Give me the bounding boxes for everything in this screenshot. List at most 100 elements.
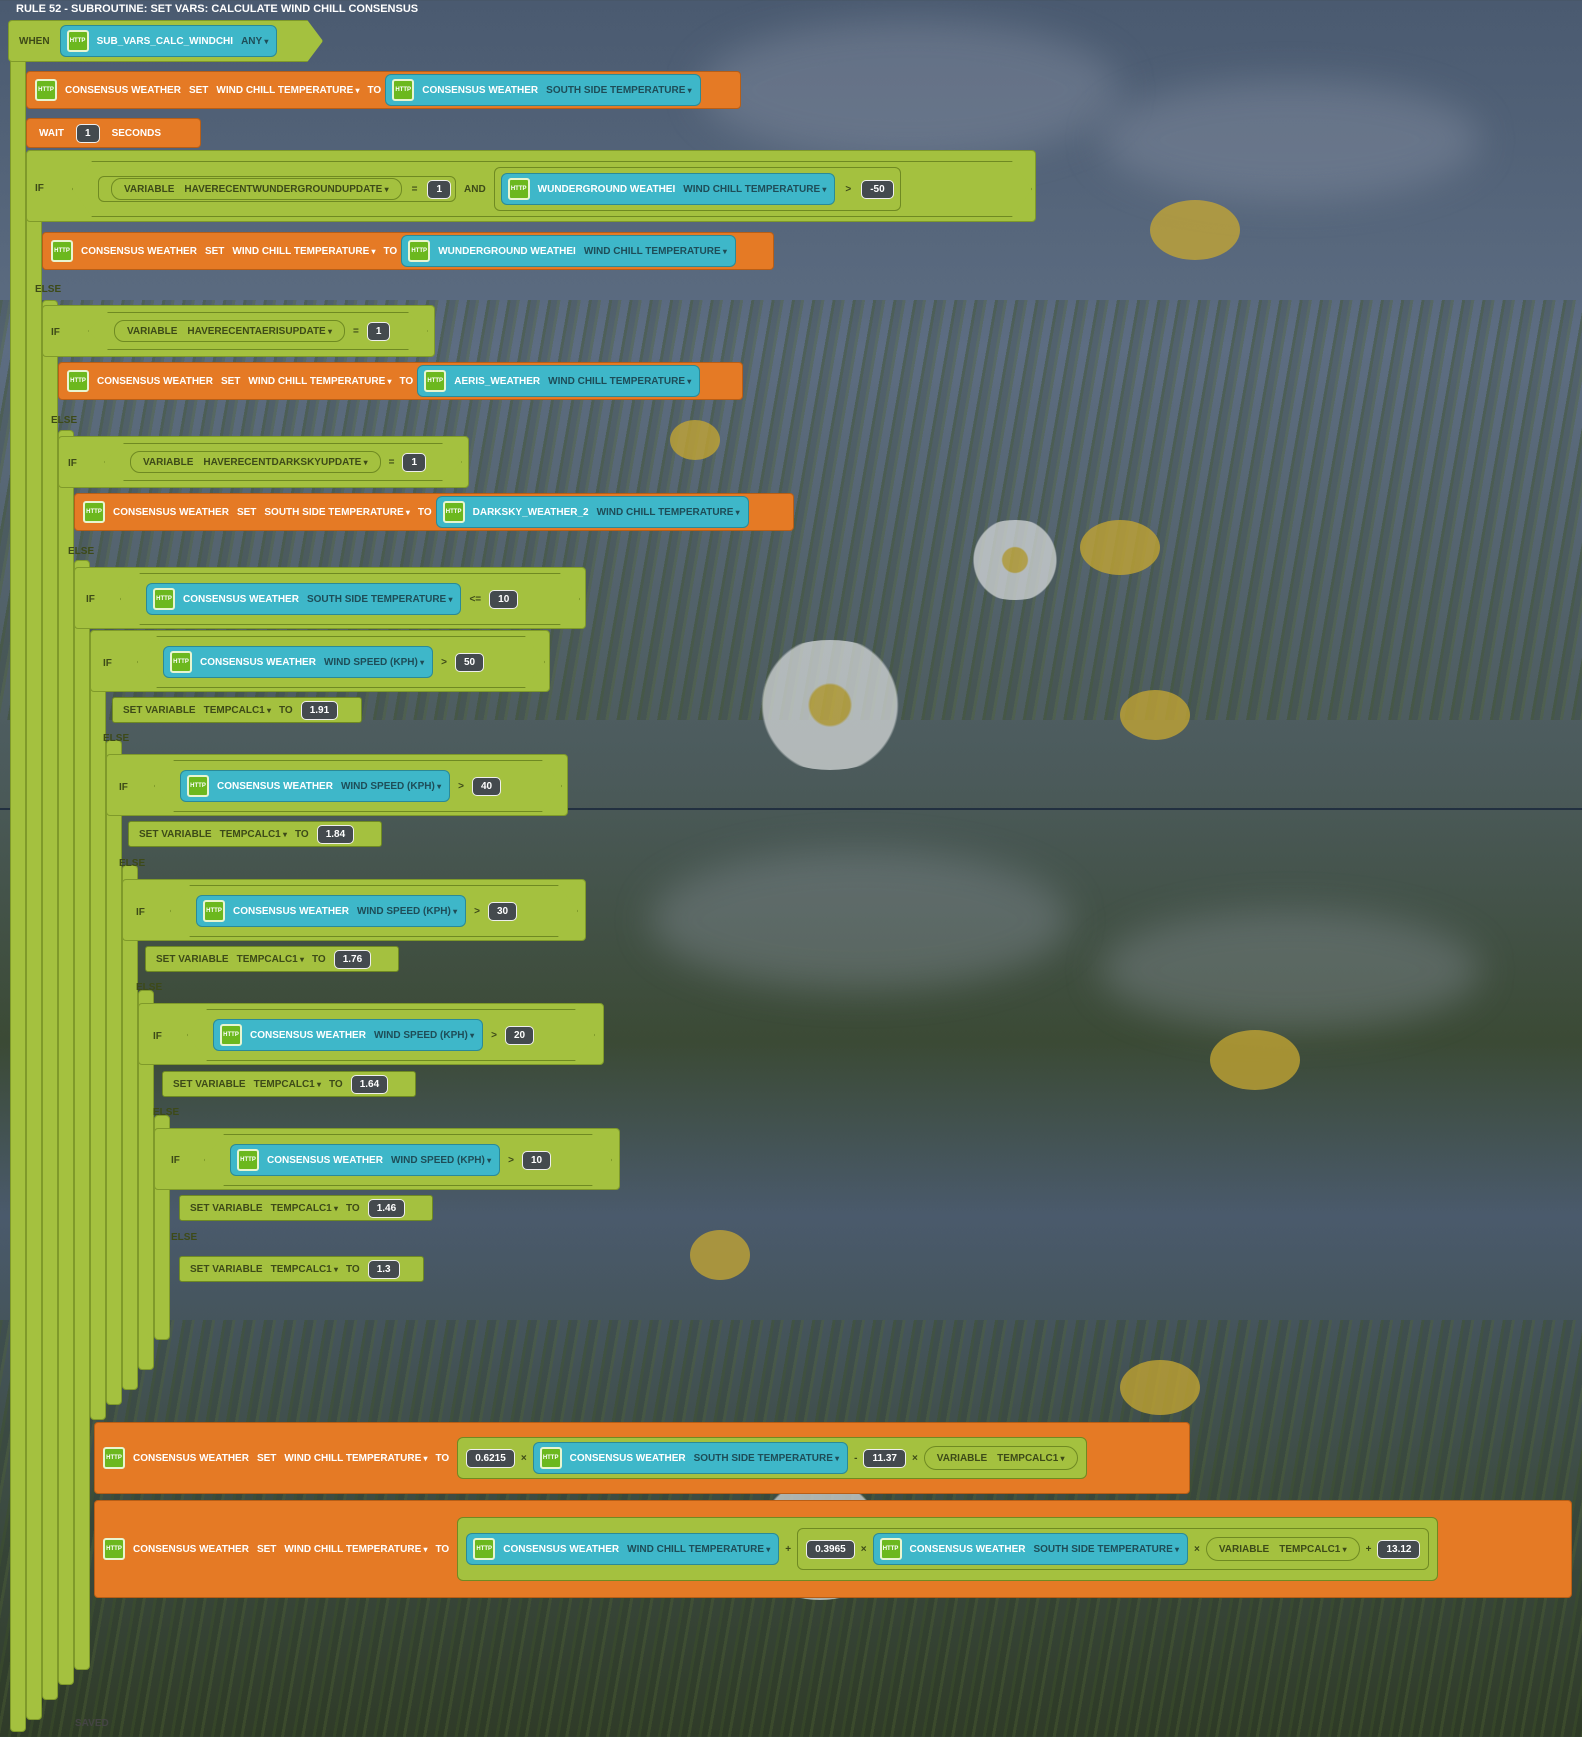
value-device[interactable]: HTTP CONSENSUS WEATHER SOUTH SIDE TEMPER… [146, 583, 462, 615]
to-label: TO [345, 1263, 360, 1275]
property-dropdown[interactable]: WIND CHILL TEMPERATURE [584, 246, 727, 257]
trigger-mode-dropdown[interactable]: ANY [241, 36, 268, 47]
variable-dropdown[interactable]: HAVERECENTAERISUPDATE [187, 326, 332, 337]
else-label: ELSE [68, 546, 95, 557]
property-dropdown[interactable]: WIND SPEED (KPH) [357, 906, 457, 917]
math-subexpression[interactable]: 0.3965 × HTTP CONSENSUS WEATHER SOUTH SI… [797, 1528, 1430, 1570]
variable-dropdown[interactable]: HAVERECENTDARKSKYUPDATE [203, 457, 367, 468]
value-field[interactable]: 1 [427, 179, 451, 199]
value-field[interactable]: 0.6215 [466, 1448, 515, 1468]
set-block-wund[interactable]: HTTP CONSENSUS WEATHER SET WIND CHILL TE… [42, 232, 774, 270]
value-field[interactable]: 10 [521, 1150, 552, 1170]
set-variable-block[interactable]: SET VARIABLE TEMPCALC1 TO 1.46 [179, 1195, 433, 1221]
value-device[interactable]: HTTP CONSENSUS WEATHER SOUTH SIDE TEMPER… [532, 1442, 849, 1474]
operator: > [458, 780, 464, 792]
value-device[interactable]: HTTP WUNDERGROUND WEATHEI WIND CHILL TEM… [500, 173, 836, 205]
property-dropdown[interactable]: WIND SPEED (KPH) [391, 1155, 491, 1166]
value-device[interactable]: HTTP CONSENSUS WEATHER WIND CHILL TEMPER… [466, 1533, 780, 1565]
trigger-device[interactable]: HTTP SUB_VARS_CALC_WINDCHI ANY [59, 25, 278, 57]
property-dropdown[interactable]: WIND SPEED (KPH) [324, 657, 424, 668]
value-device[interactable]: HTTP AERIS_WEATHER WIND CHILL TEMPERATUR… [417, 365, 701, 397]
value-field[interactable]: 1.91 [300, 700, 339, 720]
condition-wind-10[interactable]: HTTP CONSENSUS WEATHER WIND SPEED (KPH) … [204, 1134, 612, 1186]
value-field[interactable]: 50 [454, 652, 485, 672]
value-field[interactable]: 1.76 [333, 949, 372, 969]
condition-wind-50[interactable]: HTTP CONSENSUS WEATHER WIND SPEED (KPH) … [137, 636, 545, 688]
condition-south[interactable]: HTTP CONSENSUS WEATHER SOUTH SIDE TEMPER… [120, 573, 580, 625]
value-device[interactable]: HTTP CONSENSUS WEATHER SOUTH SIDE TEMPER… [385, 74, 701, 106]
value-field[interactable]: 10 [489, 589, 519, 609]
property-dropdown[interactable]: SOUTH SIDE TEMPERATURE [264, 507, 410, 518]
variable-dropdown[interactable]: TEMPCALC1 [204, 705, 271, 716]
property-dropdown[interactable]: WIND SPEED (KPH) [341, 781, 441, 792]
property-dropdown[interactable]: SOUTH SIDE TEMPERATURE [546, 85, 692, 96]
variable-dropdown[interactable]: TEMPCALC1 [220, 829, 287, 840]
set-variable-block[interactable]: SET VARIABLE TEMPCALC1 TO 1.84 [128, 821, 382, 847]
value-field[interactable]: 20 [504, 1025, 535, 1045]
set-block-formula-2[interactable]: HTTP CONSENSUS WEATHER SET WIND CHILL TE… [94, 1500, 1572, 1598]
value-field[interactable]: 13.12 [1377, 1539, 1421, 1559]
set-variable-block[interactable]: SET VARIABLE TEMPCALC1 TO 1.3 [179, 1256, 424, 1282]
property-dropdown[interactable]: WIND CHILL TEMPERATURE [627, 1544, 770, 1555]
value-field[interactable]: 40 [471, 776, 502, 796]
property-dropdown[interactable]: WIND CHILL TEMPERATURE [232, 246, 375, 257]
property-dropdown[interactable]: WIND SPEED (KPH) [374, 1030, 474, 1041]
value-field[interactable]: 0.3965 [806, 1539, 855, 1559]
value-device[interactable]: HTTP CONSENSUS WEATHER SOUTH SIDE TEMPER… [872, 1533, 1189, 1565]
variable-dropdown[interactable]: TEMPCALC1 [271, 1264, 338, 1275]
set-variable-block[interactable]: SET VARIABLE TEMPCALC1 TO 1.91 [112, 697, 362, 723]
property-dropdown[interactable]: WIND CHILL TEMPERATURE [248, 376, 391, 387]
variable-dropdown[interactable]: TEMPCALC1 [1279, 1544, 1346, 1555]
value-field[interactable]: 1.46 [367, 1198, 406, 1218]
value-device[interactable]: HTTP CONSENSUS WEATHER WIND SPEED (KPH) [213, 1019, 484, 1051]
when-block[interactable]: WHEN HTTP SUB_VARS_CALC_WINDCHI ANY [8, 20, 323, 62]
property-dropdown[interactable]: SOUTH SIDE TEMPERATURE [307, 594, 453, 605]
value-field[interactable]: 30 [487, 901, 518, 921]
variable-dropdown[interactable]: TEMPCALC1 [254, 1079, 321, 1090]
wait-block[interactable]: WAIT 1 SECONDS [26, 118, 201, 148]
property-dropdown[interactable]: WIND CHILL TEMPERATURE [597, 507, 740, 518]
math-expression[interactable]: 0.6215 × HTTP CONSENSUS WEATHER SOUTH SI… [457, 1437, 1087, 1479]
compare-wund[interactable]: VARIABLE HAVERECENTWUNDERGROUNDUPDATE = 1 [98, 176, 456, 202]
value-device[interactable]: HTTP CONSENSUS WEATHER WIND SPEED (KPH) [230, 1144, 501, 1176]
set-variable-block[interactable]: SET VARIABLE TEMPCALC1 TO 1.64 [162, 1071, 416, 1097]
property-dropdown[interactable]: SOUTH SIDE TEMPERATURE [1033, 1544, 1179, 1555]
value-field[interactable]: 1.64 [350, 1074, 389, 1094]
value-device[interactable]: HTTP DARKSKY_WEATHER_2 WIND CHILL TEMPER… [435, 496, 749, 528]
variable-dropdown[interactable]: TEMPCALC1 [997, 1453, 1064, 1464]
property-dropdown[interactable]: SOUTH SIDE TEMPERATURE [694, 1453, 840, 1464]
value-field[interactable]: 1.84 [316, 824, 355, 844]
set-block-aeris[interactable]: HTTP CONSENSUS WEATHER SET WIND CHILL TE… [58, 362, 743, 400]
set-variable-block[interactable]: SET VARIABLE TEMPCALC1 TO 1.76 [145, 946, 399, 972]
math-expression[interactable]: HTTP CONSENSUS WEATHER WIND CHILL TEMPER… [457, 1517, 1439, 1581]
compare-wund-windchill[interactable]: HTTP WUNDERGROUND WEATHEI WIND CHILL TEM… [493, 167, 901, 211]
variable-dropdown[interactable]: TEMPCALC1 [237, 954, 304, 965]
condition-wind-20[interactable]: HTTP CONSENSUS WEATHER WIND SPEED (KPH) … [187, 1009, 595, 1061]
set-block-darksky[interactable]: HTTP CONSENSUS WEATHER SET SOUTH SIDE TE… [74, 493, 794, 531]
condition-and[interactable]: VARIABLE HAVERECENTWUNDERGROUNDUPDATE = 1… [72, 161, 1032, 217]
property-dropdown[interactable]: WIND CHILL TEMPERATURE [284, 1544, 427, 1555]
wait-value[interactable]: 1 [76, 123, 100, 143]
set-block-1[interactable]: HTTP CONSENSUS WEATHER SET WIND CHILL TE… [26, 71, 741, 109]
operator: <= [469, 593, 482, 605]
property-dropdown[interactable]: WIND CHILL TEMPERATURE [216, 85, 359, 96]
value-device[interactable]: HTTP CONSENSUS WEATHER WIND SPEED (KPH) [163, 646, 434, 678]
value-device[interactable]: HTTP WUNDERGROUND WEATHEI WIND CHILL TEM… [401, 235, 736, 267]
property-dropdown[interactable]: WIND CHILL TEMPERATURE [548, 376, 691, 387]
condition-aeris[interactable]: VARIABLE HAVERECENTAERISUPDATE = 1 [88, 312, 428, 350]
set-block-formula-1[interactable]: HTTP CONSENSUS WEATHER SET WIND CHILL TE… [94, 1422, 1190, 1494]
condition-darksky[interactable]: VARIABLE HAVERECENTDARKSKYUPDATE = 1 [104, 443, 462, 481]
variable-dropdown[interactable]: TEMPCALC1 [271, 1203, 338, 1214]
property-dropdown[interactable]: WIND CHILL TEMPERATURE [683, 184, 826, 195]
condition-wind-30[interactable]: HTTP CONSENSUS WEATHER WIND SPEED (KPH) … [170, 885, 578, 937]
value-field[interactable]: 1.3 [367, 1259, 400, 1279]
variable-dropdown[interactable]: HAVERECENTWUNDERGROUNDUPDATE [184, 184, 388, 195]
value-field[interactable]: 1 [402, 452, 427, 472]
value-device[interactable]: HTTP CONSENSUS WEATHER WIND SPEED (KPH) [196, 895, 467, 927]
property-dropdown[interactable]: WIND CHILL TEMPERATURE [284, 1453, 427, 1464]
value-field[interactable]: 1 [366, 321, 391, 341]
value-device[interactable]: HTTP CONSENSUS WEATHER WIND SPEED (KPH) [180, 770, 451, 802]
value-field[interactable]: -50 [861, 179, 894, 199]
value-field[interactable]: 11.37 [863, 1448, 906, 1468]
condition-wind-40[interactable]: HTTP CONSENSUS WEATHER WIND SPEED (KPH) … [154, 760, 562, 812]
